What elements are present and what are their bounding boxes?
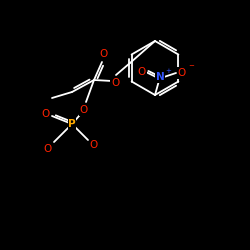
Text: +: + [165,68,171,74]
Text: O: O [138,67,146,77]
Text: −: − [188,63,194,69]
Text: O: O [90,140,98,150]
Text: O: O [178,68,186,78]
Text: P: P [68,119,76,129]
Text: O: O [44,144,52,154]
Text: O: O [100,49,108,59]
Text: O: O [41,109,49,119]
Text: O: O [111,78,119,88]
Text: O: O [80,105,88,115]
Text: N: N [156,72,164,82]
